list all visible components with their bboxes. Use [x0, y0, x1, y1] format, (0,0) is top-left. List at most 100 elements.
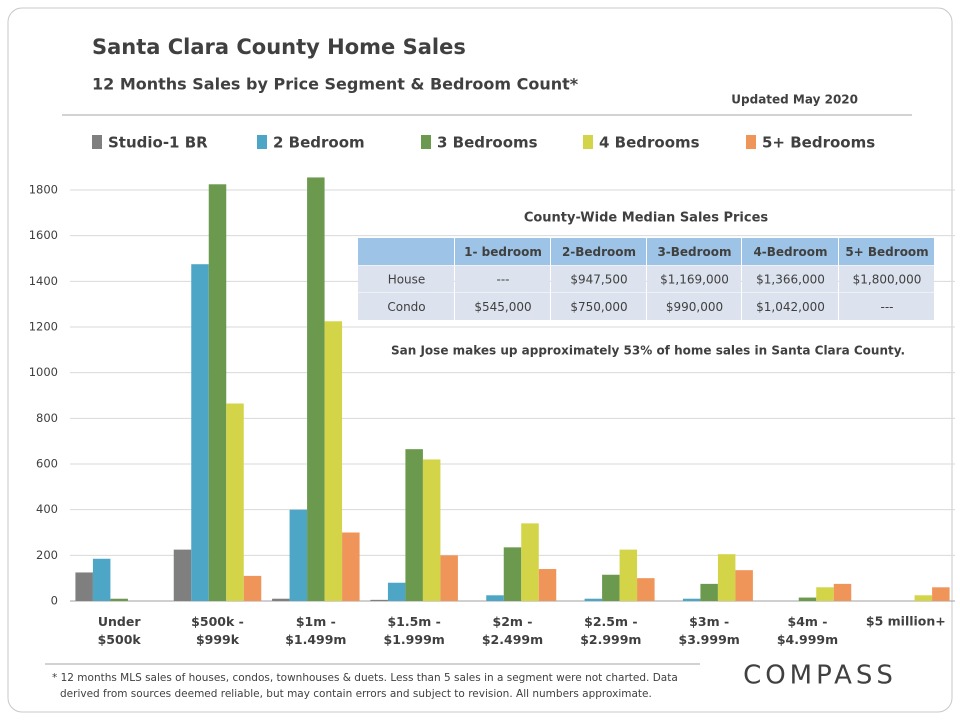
- table-header-cell: [455, 238, 550, 265]
- bar: [637, 578, 655, 601]
- bar: [110, 598, 128, 601]
- legend-label: 2 Bedroom: [273, 134, 365, 152]
- table-cell: [839, 293, 934, 320]
- bar: [619, 549, 638, 601]
- bar: [191, 264, 209, 601]
- table-cell: [742, 293, 838, 320]
- bar: [932, 587, 950, 601]
- table-cell-text: $750,000: [570, 300, 627, 314]
- y-tick-label: 1800: [29, 183, 58, 197]
- table-header: 4-Bedroom: [753, 245, 827, 259]
- table-cell: [551, 265, 646, 293]
- y-tick-label: 1600: [29, 228, 58, 242]
- table-header: 5+ Bedroom: [845, 245, 928, 259]
- table-title: County-Wide Median Sales Prices: [524, 211, 769, 226]
- bar: [914, 595, 933, 601]
- table-header: 1- bedroom: [464, 245, 542, 259]
- bar: [272, 598, 290, 601]
- table-cell-text: House: [388, 273, 426, 287]
- bar: [440, 555, 458, 601]
- bar: [735, 570, 753, 601]
- x-tick-label: Under $500k: [98, 614, 142, 647]
- y-tick-label: 1200: [29, 320, 58, 334]
- table-cell-text: $1,366,000: [756, 273, 825, 287]
- x-tick-label: $1.5m -$1.999m: [384, 614, 445, 647]
- legend-label: 3 Bedrooms: [437, 134, 538, 152]
- legend-label: Studio-1 BR: [108, 134, 208, 152]
- bar: [405, 449, 423, 601]
- table-cell: [551, 293, 646, 320]
- y-tick-label: 1000: [29, 365, 58, 379]
- table-cell-text: ---: [497, 273, 510, 287]
- x-tick-label: $4m -$4.999m: [777, 614, 838, 647]
- bar: [717, 554, 736, 601]
- table-header-cell: [551, 238, 646, 265]
- bar: [243, 575, 262, 601]
- bar: [226, 403, 244, 601]
- y-tick-label: 600: [36, 457, 58, 471]
- legend-swatch: [421, 135, 431, 149]
- table-cell: [455, 293, 550, 320]
- bar: [682, 598, 701, 601]
- legend-label: 4 Bedrooms: [599, 134, 700, 152]
- table-header-cell: [839, 238, 934, 265]
- bar: [289, 509, 308, 601]
- updated: Updated May 2020: [731, 93, 858, 107]
- bar: [173, 549, 192, 601]
- table-cell-text: Condo: [387, 300, 425, 314]
- bar: [521, 523, 539, 601]
- table-header-cell: [647, 238, 741, 265]
- table-cell-text: $1,042,000: [756, 300, 825, 314]
- table-header: 2-Bedroom: [562, 245, 636, 259]
- table-cell: [455, 265, 550, 293]
- table-cell-text: $1,169,000: [660, 273, 729, 287]
- y-tick-label: 800: [36, 411, 58, 425]
- legend-swatch: [92, 135, 102, 149]
- table-cell-text: $545,000: [474, 300, 531, 314]
- bar: [370, 599, 388, 601]
- bar: [342, 532, 360, 601]
- table-cell: [742, 265, 838, 293]
- table-cell: [358, 265, 454, 293]
- table-cell-text: ---: [881, 300, 894, 314]
- bar: [208, 184, 227, 601]
- table-cell-text: $990,000: [666, 300, 723, 314]
- subtitle: 12 Months Sales by Price Segment & Bedro…: [92, 75, 579, 94]
- table-header-cell: [358, 238, 454, 265]
- table-cell: [647, 293, 741, 320]
- table-cell-text: $947,500: [570, 273, 627, 287]
- legend-swatch: [257, 135, 267, 149]
- bar: [602, 574, 620, 601]
- bar: [833, 583, 852, 601]
- bar: [486, 595, 504, 601]
- logo: COMPASS: [743, 661, 897, 691]
- bar: [584, 598, 603, 601]
- frame: [7, 7, 953, 713]
- x-tick-label: $500k -$999k: [191, 614, 244, 647]
- bar: [307, 177, 325, 602]
- footnote: * 12 months MLS sales of houses, condos,…: [52, 672, 678, 684]
- footnote: derived from sources deemed reliable, bu…: [60, 688, 652, 700]
- y-tick-label: 200: [36, 548, 58, 562]
- x-tick-label: $3m -$3.999m: [679, 614, 740, 647]
- bar: [75, 572, 93, 601]
- table-cell: [647, 265, 741, 293]
- y-tick-label: 0: [51, 594, 58, 608]
- legend-label: 5+ Bedrooms: [762, 134, 875, 152]
- x-tick-label: $2.5m -$2.999m: [580, 614, 641, 647]
- x-tick-label: $5 million+: [866, 614, 946, 629]
- bar: [503, 547, 522, 601]
- note: San Jose makes up approximately 53% of h…: [391, 344, 905, 358]
- y-tick-label: 400: [36, 502, 58, 516]
- bar: [387, 582, 406, 601]
- table-header-cell: [742, 238, 838, 265]
- table-cell: [839, 265, 934, 293]
- table-header: 3-Bedroom: [657, 245, 731, 259]
- x-tick-label: $1m -$1.499m: [285, 614, 346, 647]
- y-tick-label: 1400: [29, 274, 58, 288]
- bar: [422, 459, 441, 601]
- legend-swatch: [583, 135, 593, 149]
- x-tick-label: $2m -$2.499m: [482, 614, 543, 647]
- bar: [798, 597, 817, 601]
